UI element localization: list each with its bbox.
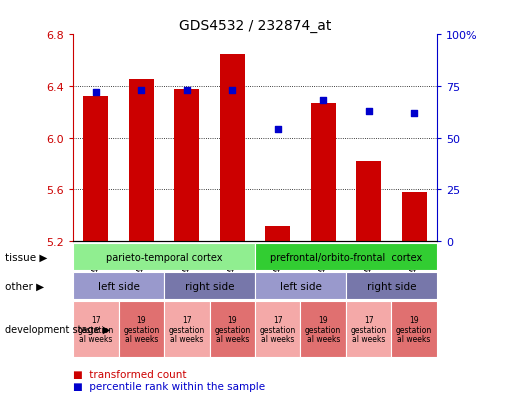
Text: other ▶: other ▶ — [5, 281, 44, 291]
Bar — [129, 80, 154, 242]
Text: development stage ▶: development stage ▶ — [5, 324, 110, 335]
Bar — [164, 301, 210, 357]
Text: left side: left side — [280, 281, 321, 291]
Bar — [255, 301, 300, 357]
Text: 19
gestation
al weeks: 19 gestation al weeks — [123, 315, 160, 344]
Text: 19
gestation
al weeks: 19 gestation al weeks — [396, 315, 432, 344]
Bar — [346, 301, 391, 357]
Bar — [73, 273, 164, 299]
Bar — [255, 244, 437, 271]
Point — [183, 88, 191, 94]
Text: left side: left side — [98, 281, 139, 291]
Bar — [300, 301, 346, 357]
Bar — [83, 97, 109, 242]
Point — [319, 98, 327, 104]
Bar — [356, 161, 381, 242]
Text: ■  transformed count: ■ transformed count — [73, 369, 187, 379]
Point — [365, 108, 373, 115]
Bar — [255, 273, 346, 299]
Text: parieto-temporal cortex: parieto-temporal cortex — [106, 252, 222, 262]
Bar — [73, 301, 119, 357]
Text: prefrontal/orbito-frontal  cortex: prefrontal/orbito-frontal cortex — [270, 252, 422, 262]
Text: 17
gestation
al weeks: 17 gestation al weeks — [350, 315, 387, 344]
Point — [228, 88, 236, 94]
Point — [92, 90, 100, 96]
Bar — [119, 301, 164, 357]
Text: right side: right side — [367, 281, 416, 291]
Bar — [220, 55, 245, 242]
Point — [410, 110, 418, 117]
Text: 19
gestation
al weeks: 19 gestation al weeks — [305, 315, 341, 344]
Bar — [174, 89, 199, 242]
Bar — [73, 244, 255, 271]
Text: right side: right side — [185, 281, 234, 291]
Title: GDS4532 / 232874_at: GDS4532 / 232874_at — [179, 19, 331, 33]
Bar — [391, 301, 437, 357]
Bar — [311, 104, 336, 242]
Text: 17
gestation
al weeks: 17 gestation al weeks — [78, 315, 114, 344]
Text: tissue ▶: tissue ▶ — [5, 252, 47, 262]
Text: 17
gestation
al weeks: 17 gestation al weeks — [169, 315, 205, 344]
Bar — [164, 273, 255, 299]
Bar — [265, 226, 290, 242]
Bar — [401, 192, 427, 242]
Text: 19
gestation
al weeks: 19 gestation al weeks — [214, 315, 250, 344]
Bar — [346, 273, 437, 299]
Text: ■  percentile rank within the sample: ■ percentile rank within the sample — [73, 381, 265, 391]
Point — [274, 127, 282, 133]
Point — [137, 88, 145, 94]
Bar — [210, 301, 255, 357]
Text: 17
gestation
al weeks: 17 gestation al weeks — [260, 315, 296, 344]
